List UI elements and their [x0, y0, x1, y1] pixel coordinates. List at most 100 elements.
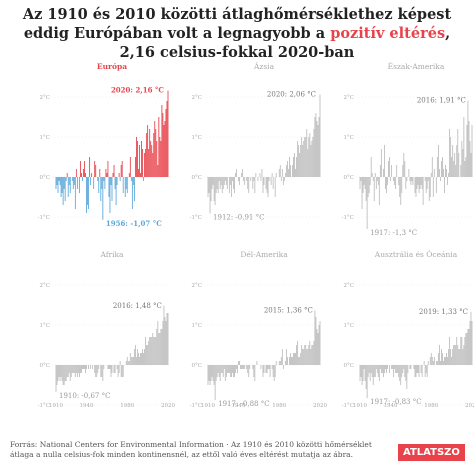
bar — [366, 365, 368, 399]
bar — [391, 365, 392, 369]
bar — [235, 173, 236, 177]
bar — [442, 157, 443, 177]
bar — [392, 365, 394, 369]
bar — [166, 101, 168, 177]
bar — [212, 177, 214, 185]
bar — [418, 365, 420, 377]
bar — [282, 177, 284, 185]
bar — [445, 165, 446, 177]
bar — [156, 141, 158, 177]
bar — [394, 365, 396, 369]
bar — [100, 365, 102, 377]
bar — [435, 361, 437, 365]
panel-title: Afrika — [99, 250, 124, 259]
bar — [376, 177, 378, 181]
bar — [164, 121, 166, 177]
bar — [406, 177, 408, 181]
bar — [137, 349, 138, 365]
bar — [112, 173, 114, 177]
bar — [223, 365, 225, 369]
bar — [299, 357, 301, 365]
bar — [106, 173, 108, 177]
bar — [422, 177, 424, 205]
bar — [362, 177, 364, 193]
bar — [233, 365, 234, 377]
bar — [97, 365, 99, 373]
bar — [78, 365, 80, 377]
bar — [130, 177, 132, 181]
bar — [290, 165, 291, 177]
bar — [108, 365, 110, 369]
max-annotation: 2016: 1,91 °C — [417, 97, 466, 105]
bar — [156, 329, 158, 365]
bar — [119, 361, 121, 365]
bar — [101, 177, 103, 189]
bar — [427, 361, 429, 365]
bar — [114, 177, 116, 189]
bar — [454, 345, 456, 365]
bar — [226, 177, 228, 189]
bar — [76, 365, 78, 377]
bar — [113, 165, 115, 177]
bar — [217, 365, 219, 373]
bar — [266, 177, 268, 193]
bar — [404, 161, 406, 177]
bar — [57, 177, 59, 193]
bar — [213, 365, 215, 385]
bar — [315, 317, 317, 365]
bar — [457, 345, 459, 365]
bar — [271, 173, 273, 177]
bar — [110, 177, 112, 185]
bar — [241, 365, 243, 369]
min-annotation: 1917: -0,88 °C — [218, 400, 269, 408]
bar — [134, 157, 136, 177]
bar — [248, 177, 250, 193]
bar — [145, 149, 147, 177]
bar — [57, 365, 59, 381]
bar — [222, 365, 224, 377]
bar — [305, 137, 307, 177]
bar — [359, 177, 361, 189]
bar — [246, 365, 248, 369]
bar — [163, 125, 165, 177]
bar — [90, 365, 92, 369]
bar — [411, 177, 413, 181]
max-annotation: 2016: 1,48 °C — [113, 302, 162, 310]
bar — [363, 365, 365, 369]
bar — [105, 169, 107, 177]
bar — [208, 177, 210, 193]
bar — [262, 365, 264, 377]
bar — [275, 361, 277, 365]
bar — [393, 177, 395, 181]
panel-title: Európa — [97, 62, 127, 71]
bar — [283, 177, 285, 181]
bar — [405, 365, 407, 381]
bar — [116, 365, 118, 369]
bar — [410, 177, 412, 185]
bar — [228, 365, 230, 373]
bar — [85, 365, 86, 373]
bar — [256, 361, 258, 365]
bar — [214, 177, 216, 205]
bar — [464, 337, 466, 365]
bar — [261, 169, 263, 177]
bar — [365, 365, 367, 389]
bar — [158, 333, 160, 365]
bar — [215, 177, 217, 193]
bar — [225, 177, 227, 185]
bar — [464, 161, 466, 177]
bar — [386, 365, 387, 373]
bar — [369, 365, 371, 381]
bar — [360, 365, 362, 377]
bar — [89, 157, 91, 177]
bar — [76, 177, 78, 189]
bar — [446, 169, 447, 177]
bar — [150, 141, 152, 177]
bar — [220, 365, 222, 373]
bar — [381, 365, 383, 373]
bar — [407, 365, 409, 373]
bar — [427, 177, 429, 181]
bar — [272, 177, 274, 189]
bar — [216, 365, 218, 377]
bar — [209, 365, 211, 385]
